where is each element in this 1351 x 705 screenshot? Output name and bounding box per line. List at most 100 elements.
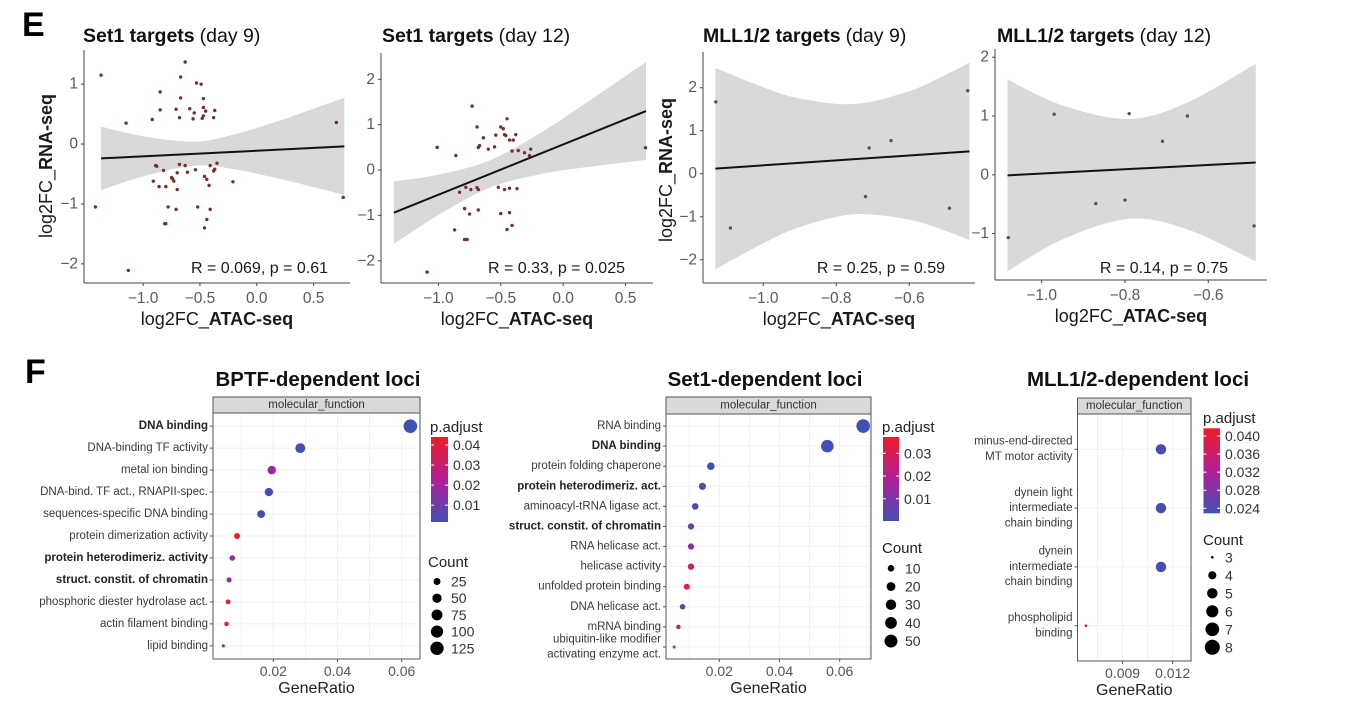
x-axis-title-prefix: log2FC_	[1055, 306, 1124, 327]
x-axis-title: GeneRatio	[730, 680, 807, 697]
y-tick-label: 0	[69, 136, 78, 153]
scatter-point	[728, 226, 733, 230]
scatter-point	[464, 185, 468, 189]
chart-title: Set1-dependent loci	[668, 368, 863, 391]
scatter-point	[231, 180, 235, 184]
scatter-point	[516, 148, 520, 153]
x-axis-title-prefix: log2FC_	[763, 309, 832, 330]
x-axis-title-bold: ATAC-seq	[1123, 306, 1207, 326]
dot-point	[676, 624, 681, 630]
chart-title-rest: (day 9)	[846, 25, 907, 47]
dot-point	[226, 577, 232, 583]
colorbar-tick-label: 0.024	[1225, 500, 1260, 516]
category-label: struct. constit. of chromatin	[509, 520, 661, 532]
size-legend-label: 50	[451, 590, 467, 606]
scatter-point	[1252, 224, 1256, 228]
x-axis-title-bold: ATAC-seq	[209, 309, 293, 329]
scatter-point	[467, 212, 472, 216]
chart-title: Set1 targets (day 12)	[382, 25, 570, 47]
category-label: dynein intermediate chain binding	[1005, 546, 1073, 589]
chart-title-rest: (day 12)	[1140, 25, 1212, 47]
x-tick-label: 0.04	[324, 663, 351, 679]
scatter-chart-e3: 2 1 0 −1 −2 −1.0 −0.8 −0.6 MLL1/2 targets (day 9)…	[656, 25, 975, 330]
category-label-line: DNA-binding TF activity	[87, 442, 208, 454]
category-label-line: chain binding	[1005, 517, 1073, 529]
category-label: helicase activity	[580, 561, 661, 573]
chart-title-bold: Set1 targets	[382, 25, 494, 47]
x-axis-title-bold: ATAC-seq	[831, 309, 915, 329]
category-label-line: phospholipid	[1008, 612, 1073, 624]
category-label: phospholipid binding	[1008, 612, 1073, 639]
scatter-point	[514, 132, 518, 137]
dot-point	[264, 487, 274, 497]
dotplot-chart-f1: molecular_function DNA binding DNA-binding…	[39, 368, 483, 697]
size-legend-label: 50	[905, 633, 921, 649]
category-label-line: helicase activity	[580, 561, 661, 573]
scatter-point	[202, 174, 207, 179]
dot-point	[707, 462, 715, 471]
scatter-chart-e4: 2 1 0 −1 −1.0 −0.8 −0.6 MLL1/2 targets (day 12) l…	[971, 25, 1267, 327]
panel-background	[666, 414, 871, 659]
scatter-point	[486, 147, 490, 151]
size-legend-label: 75	[451, 607, 467, 623]
scatter-point	[476, 145, 481, 150]
scatter-point	[183, 60, 187, 64]
scatter-point	[151, 179, 156, 183]
chart-title: BPTF-dependent loci	[216, 368, 421, 391]
x-axis-title-prefix: log2FC_	[141, 309, 210, 330]
scatter-point	[496, 185, 500, 189]
category-label-line: protein heterodimeriz. activity	[44, 552, 208, 564]
y-tick-label: 1	[980, 108, 989, 125]
scatter-point	[183, 163, 187, 168]
size-legend-dot	[886, 582, 896, 591]
scatter-point	[126, 268, 131, 273]
category-label-line: protein folding chaperone	[531, 460, 661, 472]
x-axis-title-bold: ATAC-seq	[509, 309, 593, 329]
y-tick-label: 1	[366, 116, 375, 133]
category-label-line: protein dimerization activity	[69, 530, 208, 542]
scatter-point	[191, 117, 195, 121]
size-legend-label: 100	[451, 624, 475, 640]
scatter-point	[155, 164, 159, 168]
scatter-point	[202, 226, 207, 230]
scatter-point	[470, 104, 474, 108]
scatter-point	[510, 223, 514, 228]
x-tick-label: 0.04	[766, 663, 793, 679]
scatter-point	[492, 145, 497, 149]
x-axis-title: log2FC_ATAC-seq	[141, 309, 293, 330]
scatter-point	[465, 237, 469, 242]
category-label: DNA helicase act.	[570, 601, 661, 613]
y-axis-title-prefix: log2FC_	[656, 173, 677, 242]
x-tick-label: −0.5	[185, 290, 216, 307]
size-legend-title: Count	[882, 540, 923, 557]
category-label-line: RNA helicase act.	[570, 541, 661, 553]
size-legend-dot	[885, 599, 897, 610]
confidence-band	[393, 62, 647, 244]
scatter-point	[166, 205, 170, 209]
dot-point	[295, 443, 306, 454]
category-label-line: intermediate	[1009, 502, 1072, 514]
size-legend-dot	[1208, 571, 1217, 580]
x-axis-title: GeneRatio	[1096, 682, 1173, 699]
size-legend-label: 10	[905, 560, 921, 576]
chart-title-bold: MLL1/2 targets	[703, 25, 841, 47]
dot-point	[1155, 502, 1167, 514]
category-label: aminoacyl-tRNA ligase act.	[524, 500, 661, 512]
x-axis-title: GeneRatio	[278, 680, 355, 697]
dot-point	[225, 599, 231, 605]
size-legend-dot	[1205, 622, 1220, 637]
scatter-point	[522, 151, 527, 155]
x-tick-label: 0.009	[1105, 665, 1140, 681]
scatter-point	[507, 210, 512, 215]
correlation-annotation: R = 0.33, p = 0.025	[488, 260, 625, 277]
scatter-point	[511, 138, 515, 142]
category-label: protein heterodimeriz. act.	[517, 480, 661, 492]
x-tick-label: 0.02	[260, 663, 287, 679]
scatter-chart-e2: 2 1 0 −1 −2 −1.0 −0.5 0.0 0.5 Set1 targets (day 12…	[357, 25, 653, 330]
panel-label-f: F	[25, 353, 46, 391]
x-tick-label: −1.0	[128, 290, 159, 307]
dot-point	[687, 523, 695, 530]
scatter-point	[1006, 235, 1011, 240]
colorbar	[883, 437, 899, 521]
scatter-point	[507, 186, 512, 190]
